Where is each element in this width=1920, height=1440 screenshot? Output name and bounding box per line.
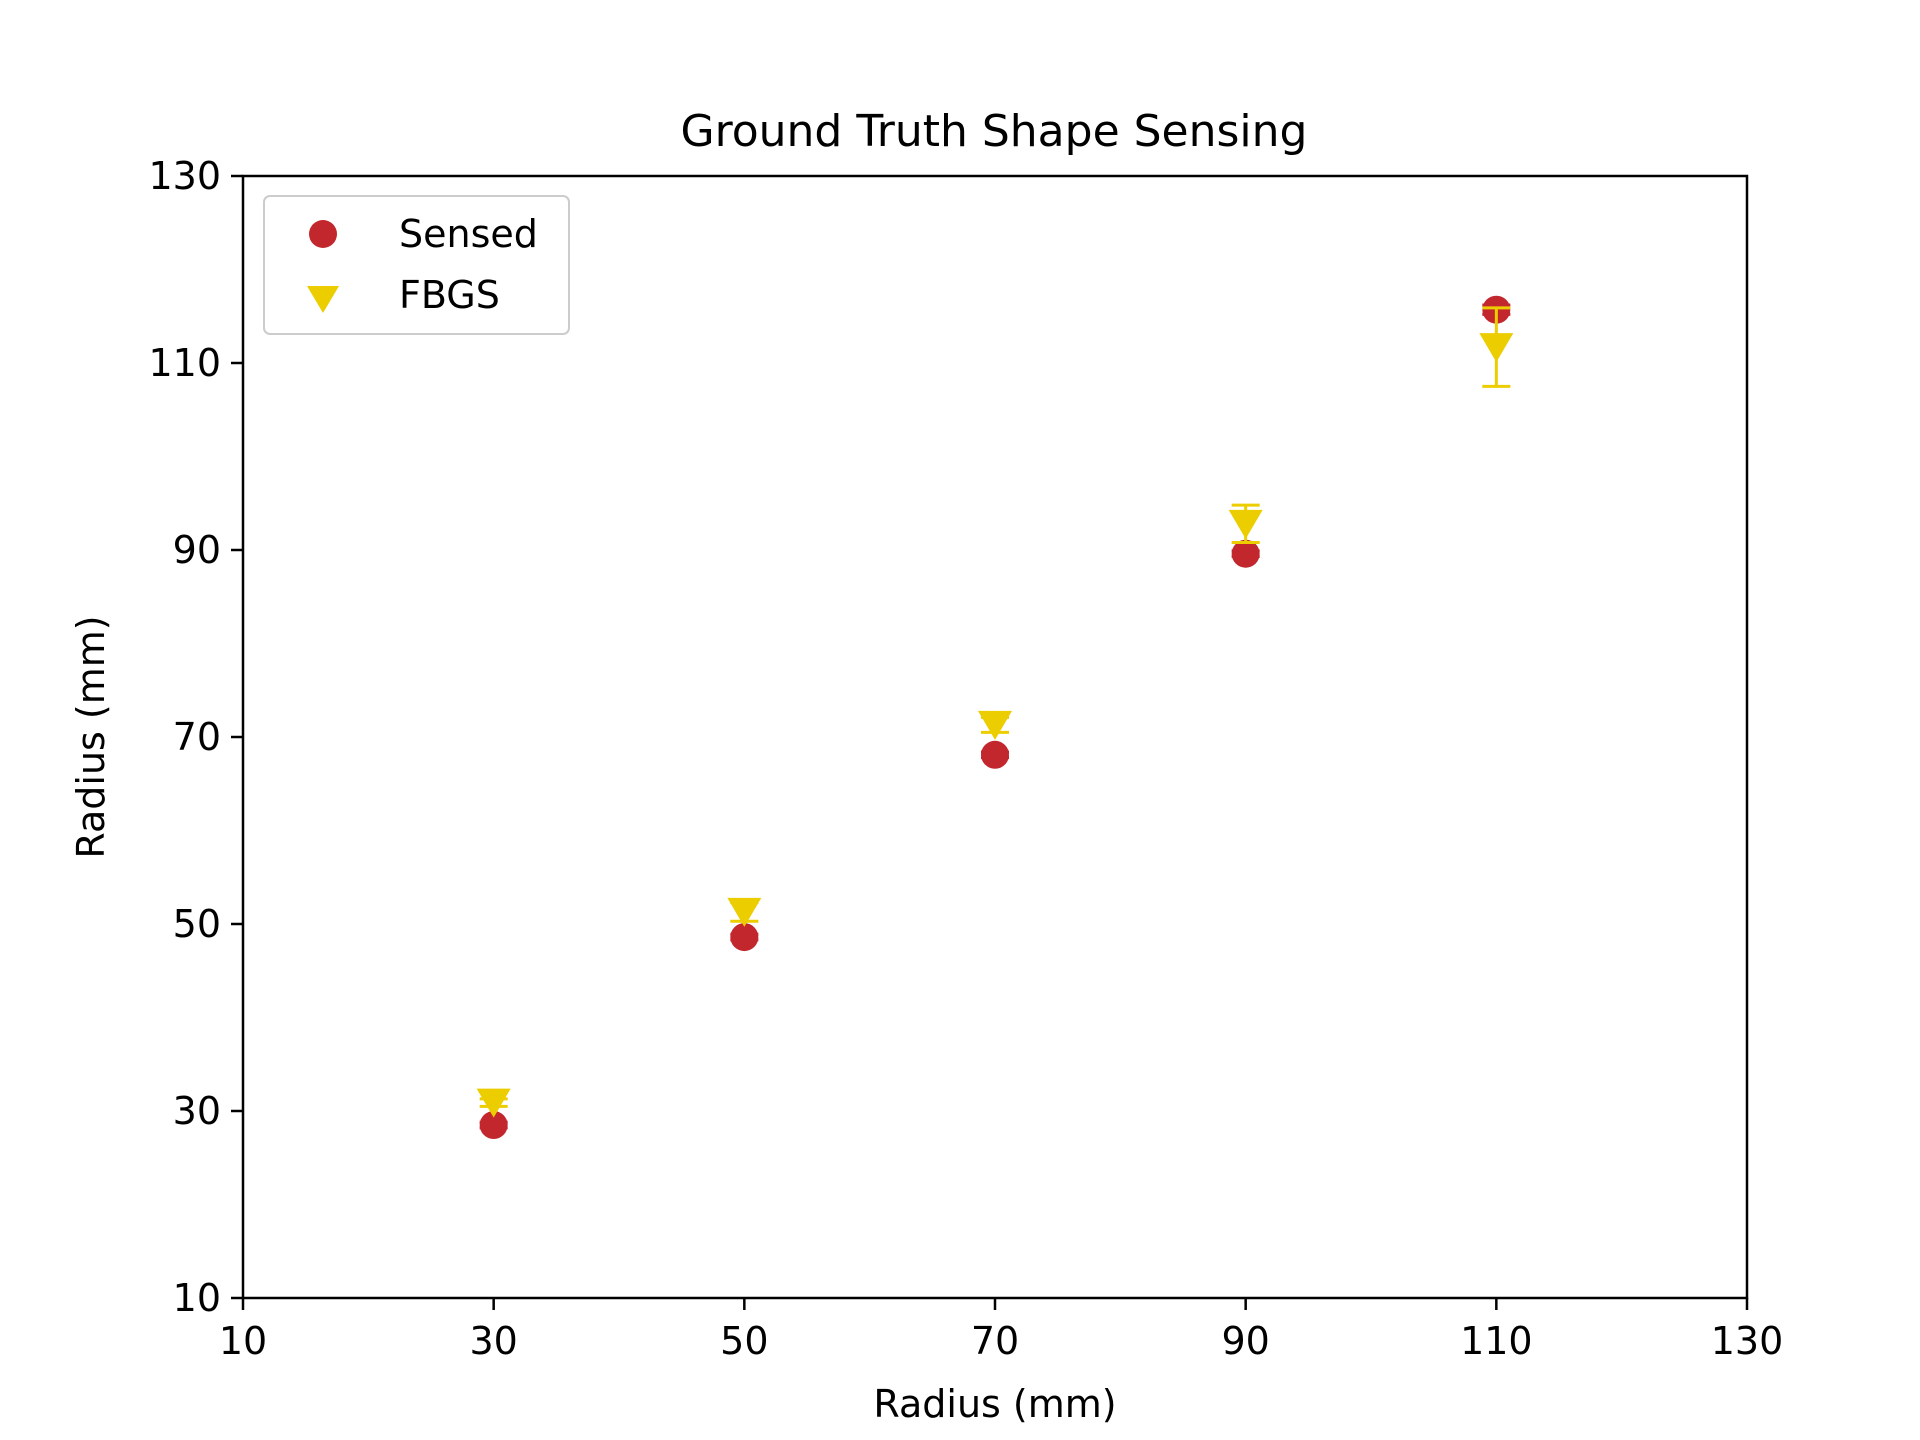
legend-marker-sensed [309,220,337,248]
y-tick-label: 130 [148,154,221,198]
y-tick-label: 70 [173,715,221,759]
fbgs-point [1479,333,1514,363]
x-tick-label: 70 [971,1319,1019,1363]
chart-title: Ground Truth Shape Sensing [681,106,1308,157]
x-tick-label: 30 [469,1319,517,1363]
legend-marker-fbgs [307,286,339,313]
y-tick-label: 90 [173,528,221,572]
legend-label-sensed: Sensed [399,212,538,256]
x-tick-label: 10 [219,1319,267,1363]
x-tick-label: 90 [1221,1319,1269,1363]
fbgs-point [476,1088,511,1118]
legend: Sensed FBGS [263,195,570,335]
x-tick-label: 110 [1460,1319,1533,1363]
y-tick-label: 10 [173,1276,221,1320]
x-axis-label: Radius (mm) [873,1382,1116,1426]
y-tick-label: 30 [173,1089,221,1133]
sensed-point [1231,539,1260,568]
fbgs-point [978,710,1012,740]
y-axis-label: Radius (mm) [69,615,113,858]
legend-label-fbgs: FBGS [399,273,500,317]
fbgs-point [727,897,762,927]
y-tick-label: 110 [148,341,221,385]
legend-box [263,195,570,335]
data-points [476,295,1514,1140]
sensed-point [730,923,759,952]
sensed-point [981,740,1009,769]
y-axis: 10 30 50 70 90 110 130 [148,154,243,1320]
sensed-point [479,1111,508,1140]
x-tick-label: 50 [720,1319,768,1363]
x-axis: 10 30 50 70 90 110 130 [219,1298,1783,1363]
x-tick-label: 130 [1711,1319,1784,1363]
fbgs-point [1228,509,1263,539]
y-tick-label: 50 [173,902,221,946]
